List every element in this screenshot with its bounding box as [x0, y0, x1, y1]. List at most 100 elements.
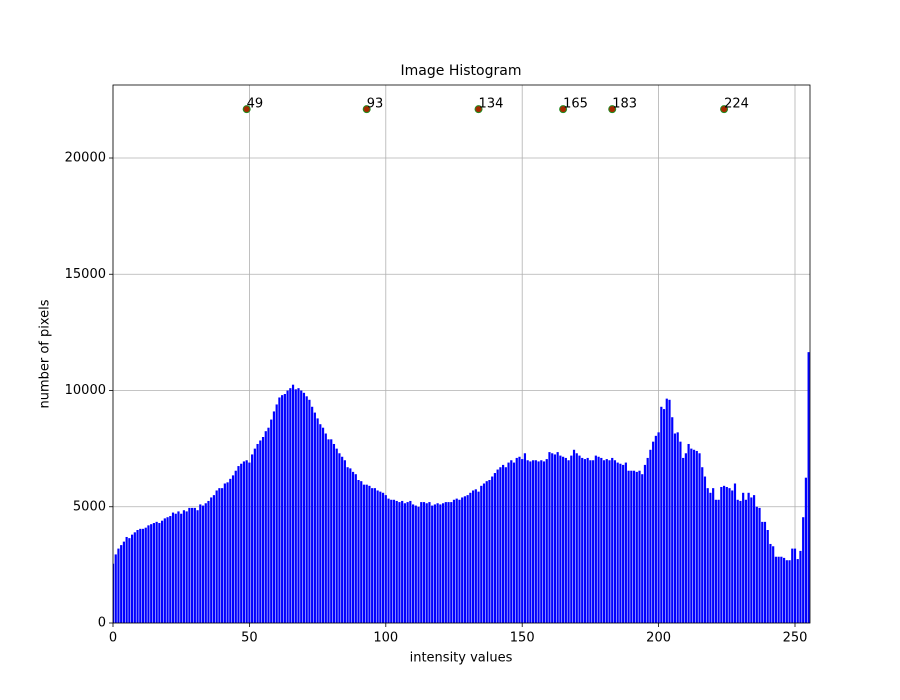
bar [466, 495, 469, 623]
bar [251, 454, 254, 623]
bar [161, 520, 164, 623]
bar [545, 459, 548, 623]
bar [542, 461, 546, 623]
bar [234, 470, 237, 623]
bar [341, 456, 344, 623]
bar [480, 485, 483, 623]
x-tick-label: 200 [646, 631, 671, 646]
bar [330, 439, 333, 623]
bar [793, 548, 797, 623]
bar [152, 523, 156, 623]
bar [218, 488, 221, 623]
bar [774, 556, 777, 623]
bar [692, 449, 696, 623]
x-tick-label: 150 [510, 631, 535, 646]
bar [763, 521, 767, 623]
bar [532, 460, 535, 623]
bar [597, 456, 600, 623]
bar [772, 546, 775, 623]
bar [174, 513, 177, 623]
bar [125, 536, 128, 623]
bar [169, 516, 172, 623]
bar [804, 477, 807, 623]
bar [761, 521, 764, 623]
bar [458, 499, 461, 623]
bar [477, 491, 480, 623]
bar [605, 459, 608, 623]
bar [785, 560, 788, 623]
bar [758, 507, 761, 623]
bar [622, 464, 625, 623]
bar [635, 471, 638, 623]
bar [256, 443, 259, 623]
bar [177, 511, 180, 623]
y-tick-label: 15000 [65, 267, 106, 282]
bar [780, 556, 783, 623]
bar [578, 455, 581, 623]
bar [556, 452, 559, 623]
point-label: 134 [479, 97, 504, 112]
bar [226, 482, 229, 623]
bar [147, 525, 150, 623]
bar [502, 464, 505, 623]
bar [431, 505, 434, 623]
bar [150, 524, 153, 623]
bar [144, 527, 147, 623]
bar [750, 497, 753, 623]
bar [163, 518, 166, 623]
bar [529, 461, 532, 623]
bar [365, 484, 368, 623]
bar [316, 418, 319, 623]
bar [166, 517, 169, 623]
bar [474, 489, 477, 623]
bar [229, 478, 232, 623]
bar [409, 500, 412, 623]
bar [461, 497, 464, 623]
bar [673, 433, 677, 623]
bar [616, 462, 619, 623]
bar [641, 474, 644, 623]
bar [122, 541, 126, 623]
bar [682, 457, 685, 623]
y-tick-label: 10000 [65, 383, 106, 398]
bar [586, 457, 589, 623]
bar [646, 457, 649, 623]
bar [665, 398, 668, 623]
bar [507, 462, 510, 623]
bar [428, 502, 431, 623]
x-tick-label: 100 [373, 631, 398, 646]
point-label: 93 [367, 97, 384, 112]
bar [627, 470, 630, 623]
axes-frame [112, 84, 811, 624]
bar [769, 543, 772, 623]
bar [455, 498, 458, 623]
bar [289, 388, 292, 623]
bar [537, 461, 540, 623]
bar [259, 440, 262, 623]
bar [600, 457, 603, 623]
bar [291, 384, 295, 623]
bar [731, 490, 734, 623]
bar [439, 504, 442, 623]
bar [324, 433, 327, 623]
bar [657, 432, 660, 623]
bar [766, 530, 769, 623]
x-tick-label: 250 [783, 631, 808, 646]
bar [436, 503, 439, 623]
chart-title: Image Histogram [401, 63, 522, 79]
bar [485, 481, 488, 623]
grid [112, 85, 810, 624]
bar [777, 556, 780, 623]
bar [712, 488, 715, 623]
bar [113, 563, 115, 623]
bar [592, 460, 595, 623]
bar [755, 506, 758, 623]
bar [739, 500, 742, 623]
bar [379, 491, 382, 623]
bar [199, 504, 202, 623]
bar [602, 460, 606, 623]
bar [270, 419, 273, 623]
bar [136, 530, 139, 623]
bar [452, 499, 456, 623]
point-label: 49 [247, 97, 264, 112]
